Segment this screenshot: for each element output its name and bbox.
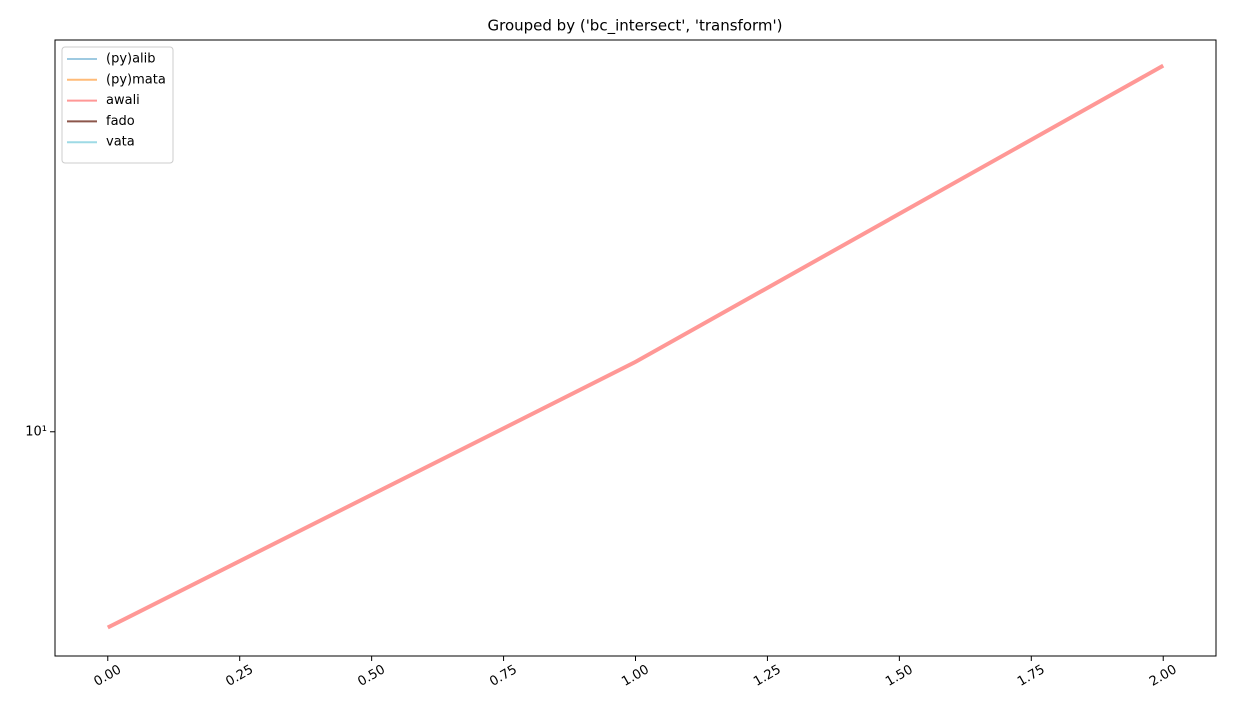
x-tick-label: 0.00 <box>91 662 124 689</box>
legend-label: vata <box>106 135 135 150</box>
x-tick-label: 0.75 <box>487 662 520 689</box>
x-tick-label: 1.50 <box>883 662 916 689</box>
legend-label: fado <box>106 114 135 129</box>
x-tick-label: 1.75 <box>1015 662 1048 689</box>
legend-label: (py)mata <box>106 72 166 87</box>
y-tick-label: 10¹ <box>25 424 47 439</box>
legend-box <box>61 46 174 164</box>
plot-frame <box>54 39 1217 657</box>
x-tick-label: 0.50 <box>355 662 388 689</box>
x-tick-label: 2.00 <box>1147 662 1180 689</box>
legend-label: (py)alib <box>106 52 156 67</box>
legend-label: awali <box>106 93 140 108</box>
x-tick-label: 0.25 <box>223 662 256 689</box>
series-line <box>106 63 1165 630</box>
x-tick-label: 1.25 <box>751 662 784 689</box>
x-tick-label: 1.00 <box>619 662 652 689</box>
chart-title: Grouped by ('bc_intersect', 'transform') <box>487 17 782 36</box>
